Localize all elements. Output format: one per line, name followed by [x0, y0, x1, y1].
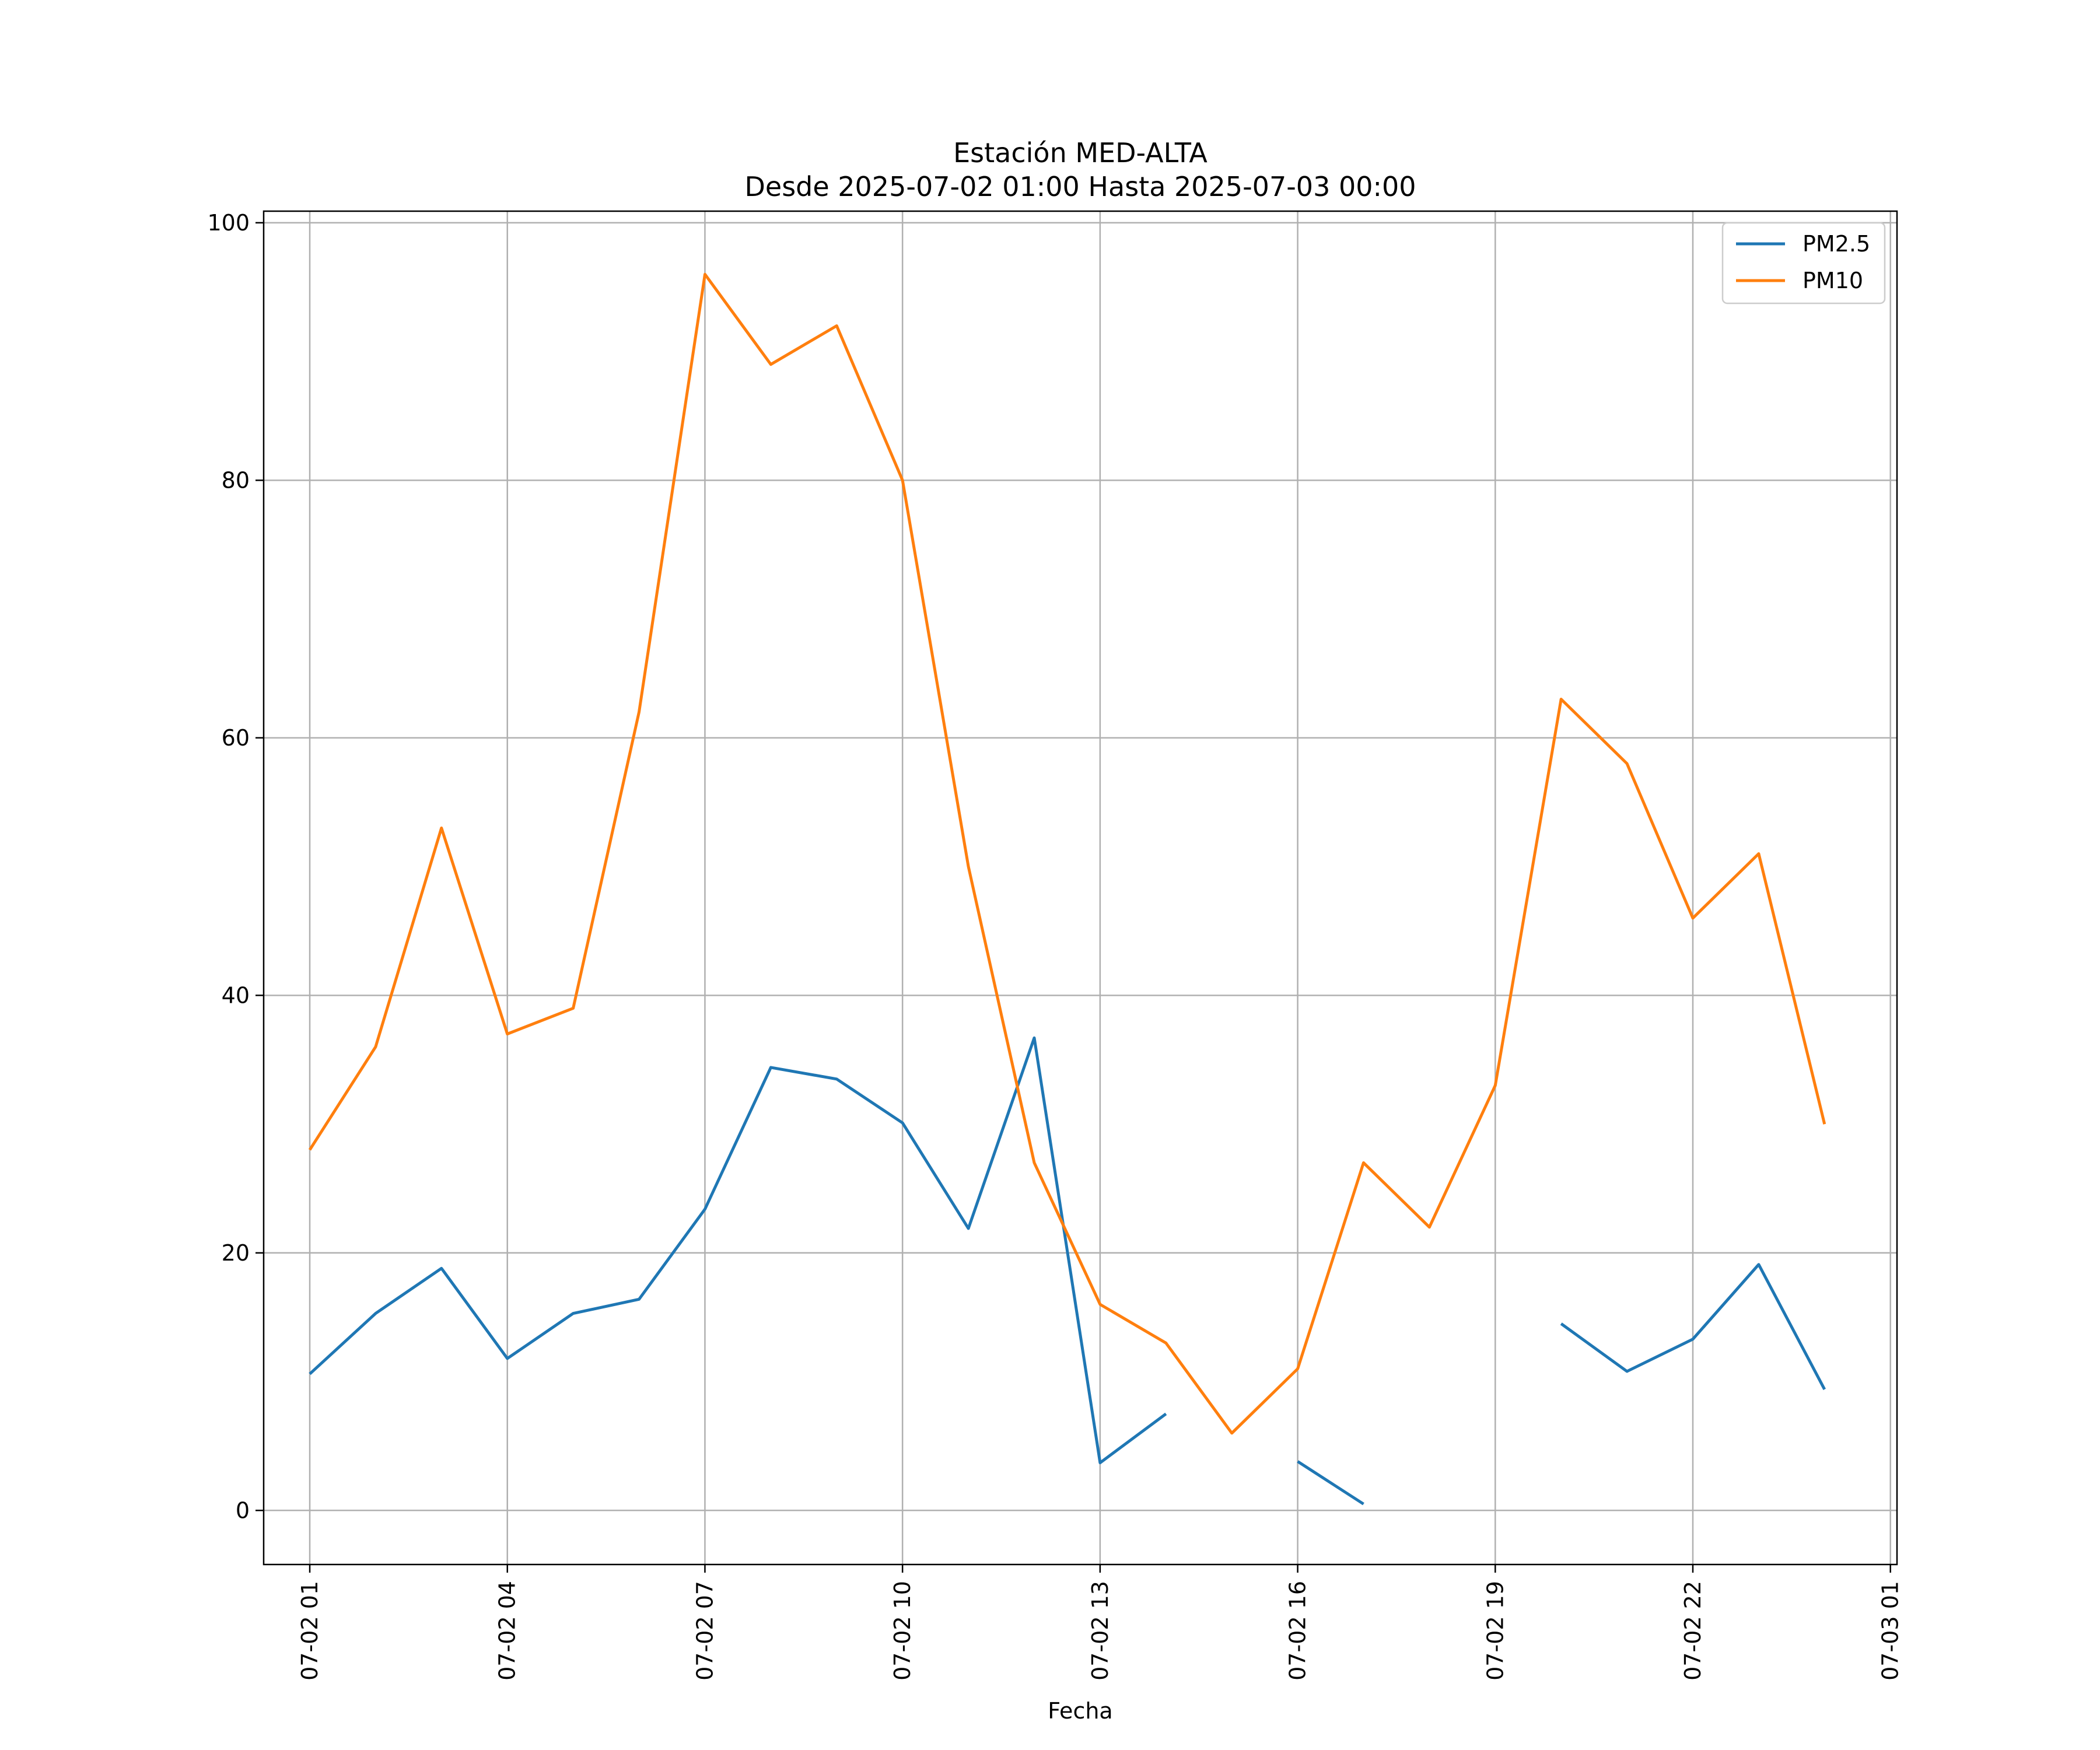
legend-label-pm10: PM10 — [1803, 268, 1863, 293]
series-0 — [309, 1036, 1826, 1506]
y-tick-label: 20 — [222, 1240, 250, 1266]
y-tick-label: 100 — [207, 210, 250, 236]
y-tick-label: 80 — [222, 467, 250, 493]
x-tick-label: 07-02 19 — [1482, 1581, 1508, 1681]
grid — [264, 211, 1897, 1564]
series-line — [1560, 1263, 1826, 1390]
x-tick-label: 07-02 10 — [890, 1581, 915, 1681]
x-tick-label: 07-02 01 — [297, 1581, 323, 1681]
chart-subtitle: Desde 2025-07-02 01:00 Hasta 2025-07-03 … — [744, 171, 1416, 202]
axis-ticks: 0 20 40 60 80 100 07-02 01 07-02 04 07-02 07 07-0… — [207, 210, 1903, 1681]
series-line — [308, 272, 1826, 1435]
series-layer — [308, 272, 1826, 1506]
x-tick-label: 07-02 13 — [1087, 1581, 1113, 1681]
legend-label-pm25: PM2.5 — [1803, 231, 1870, 257]
y-tick-label: 60 — [222, 725, 250, 751]
x-axis-label: Fecha — [1048, 1698, 1112, 1724]
x-tick-label: 07-02 04 — [495, 1581, 520, 1681]
x-tick-label: 07-02 16 — [1285, 1581, 1311, 1681]
x-tick-label: 07-02 07 — [692, 1581, 718, 1681]
series-line — [309, 1036, 1167, 1465]
y-tick-label: 0 — [236, 1497, 250, 1523]
series-line — [1297, 1460, 1364, 1506]
plot-frame — [262, 210, 1898, 1566]
y-tick-label: 40 — [222, 982, 250, 1008]
x-tick-label: 07-02 22 — [1680, 1581, 1706, 1681]
x-tick-label: 07-03 01 — [1878, 1581, 1903, 1681]
chart-title: Estación MED-ALTA — [953, 137, 1208, 169]
series-1 — [308, 272, 1826, 1435]
legend: PM2.5 PM10 — [1721, 222, 1886, 304]
